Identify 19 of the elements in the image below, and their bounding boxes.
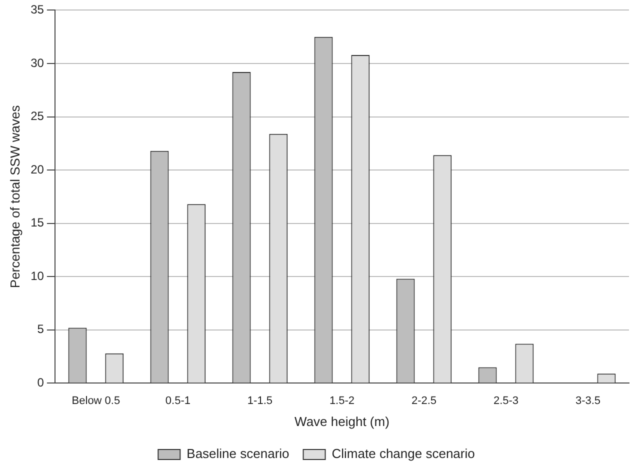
legend-label: Climate change scenario — [332, 446, 475, 462]
x-tick-label: 2.5-3 — [493, 394, 519, 407]
x-tick-label: 0.5-1 — [165, 394, 190, 407]
y-tick-label: 10 — [30, 268, 44, 283]
y-tick-label: 35 — [30, 2, 44, 17]
x-axis-title: Wave height (m) — [294, 414, 390, 429]
y-tick-label: 25 — [30, 109, 44, 124]
x-tick-label: Below 0.5 — [72, 394, 120, 407]
y-tick-label: 5 — [37, 322, 44, 336]
y-tick-label: 0 — [37, 376, 44, 390]
x-tick-label: 2-2.5 — [411, 394, 437, 407]
y-tick-label: 20 — [30, 162, 44, 176]
y-axis-title: Percentage of total SSW waves — [7, 104, 22, 288]
y-tick-label: 30 — [30, 56, 44, 70]
x-tick-label: 1-1.5 — [247, 394, 273, 407]
x-tick-label: 3-3.5 — [575, 394, 601, 407]
y-tick-label: 15 — [30, 216, 44, 230]
x-tick-label: 1.5-2 — [329, 394, 355, 407]
legend-label: Baseline scenario — [186, 446, 290, 462]
